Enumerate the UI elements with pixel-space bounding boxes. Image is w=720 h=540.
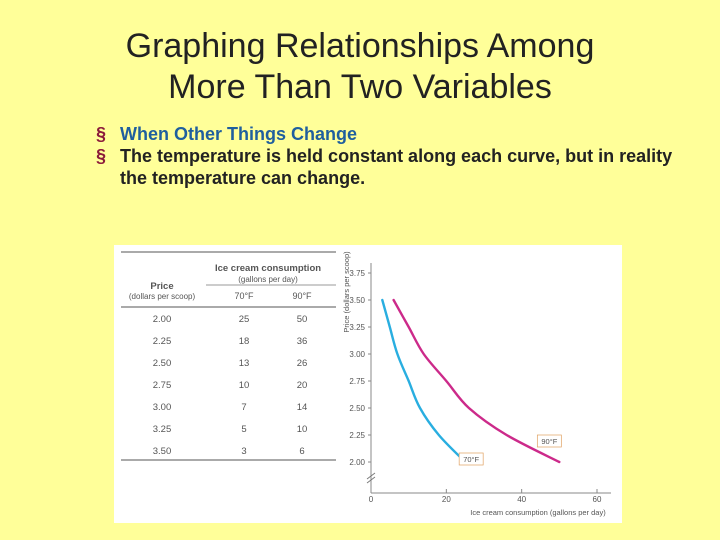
curve-label-box-90f	[536, 434, 562, 448]
table-cell-quantity: 20	[297, 380, 308, 391]
data-table: Ice cream consumption (gallons per day) …	[121, 251, 336, 461]
table-group-header: Ice cream consumption	[215, 263, 321, 274]
table-cell-quantity: 36	[297, 336, 308, 347]
y-tick-label: 3.50	[349, 296, 365, 305]
title-line-1: Graphing Relationships Among	[125, 27, 595, 65]
y-tick-label: 2.50	[349, 404, 365, 413]
table-cell-quantity: 3	[241, 446, 246, 457]
table-cell-quantity: 6	[299, 446, 304, 457]
table-cell-quantity: 14	[297, 402, 308, 413]
x-ticks: 0 20 40 60	[369, 489, 602, 504]
chart-plot: Price (dollars per scoop) Ice cream cons…	[342, 251, 611, 517]
table-price-header: Price	[150, 281, 173, 292]
table-cell-price: 2.25	[153, 336, 172, 347]
axis-break-stroke	[366, 476, 376, 484]
table-cell-price: 2.00	[153, 314, 172, 325]
x-tick-label: 40	[517, 495, 526, 504]
table-col-90: 90°F	[292, 291, 312, 301]
y-tick-label: 3.00	[349, 350, 365, 359]
curve-label-box-70f	[458, 452, 484, 466]
curve-labels: 70°F 90°F	[458, 434, 562, 466]
table-cell-price: 3.00	[153, 402, 172, 413]
table-cell-price: 2.50	[153, 358, 172, 369]
table-rows: 2.00 25 502.25 18 362.50 13 262.75 10 203.00 7 143…	[121, 314, 336, 461]
figure-svg: Ice cream consumption (gallons per day) …	[121, 251, 611, 517]
title-line-2: More Than Two Variables	[168, 68, 552, 106]
table-cell-quantity: 10	[239, 380, 250, 391]
table-cell-quantity: 18	[239, 336, 250, 347]
table-group-subheader: (gallons per day)	[238, 275, 298, 284]
figure-panel: Ice cream consumption (gallons per day) …	[114, 245, 622, 523]
axis-break-stroke	[366, 472, 376, 480]
bullet-text-2: The temperature is held constant along e…	[120, 146, 673, 188]
bullet-marker: §	[96, 124, 107, 144]
curve-label-90f: 90°F	[541, 437, 557, 446]
table-cell-quantity: 50	[297, 314, 308, 325]
curve-label-70f: 70°F	[463, 455, 479, 464]
table-col-70: 70°F	[234, 291, 254, 301]
y-tick-label: 3.25	[349, 323, 365, 332]
y-tick-label: 3.75	[349, 269, 365, 278]
bullet-marker: §	[96, 146, 107, 166]
table-price-subheader: (dollars per scoop)	[129, 292, 196, 301]
table-cell-quantity: 26	[297, 358, 308, 369]
bullet-item-1: § When Other Things Change	[96, 123, 696, 145]
slide-title: Graphing Relationships Among More Than T…	[0, 26, 720, 108]
curves	[381, 298, 561, 464]
table-cell-quantity: 10	[297, 424, 308, 435]
bullet-item-2: § The temperature is held constant along…	[96, 145, 696, 189]
y-ticks: 2.00 2.25 2.50 2.75 3.00 3.25 3.50 3.75	[349, 269, 371, 467]
bullet-text-1: When Other Things Change	[120, 124, 357, 144]
y-tick-label: 2.75	[349, 377, 365, 386]
table-cell-quantity: 13	[239, 358, 250, 369]
y-axis-label: Price (dollars per scoop)	[342, 251, 351, 333]
curve-90f	[392, 298, 561, 464]
y-tick-label: 2.25	[349, 431, 365, 440]
table-cell-price: 3.25	[153, 424, 172, 435]
x-axis-label: Ice cream consumption (gallons per day)	[470, 508, 606, 517]
bullet-list: § When Other Things Change § The tempera…	[96, 123, 696, 189]
axis-break-mark	[366, 472, 376, 484]
table-cell-price: 2.75	[153, 380, 172, 391]
y-tick-label: 2.00	[349, 458, 365, 467]
x-tick-label: 0	[369, 495, 374, 504]
table-cell-quantity: 7	[241, 402, 246, 413]
curve-70f	[381, 298, 467, 464]
x-tick-label: 20	[442, 495, 451, 504]
table-cell-quantity: 5	[241, 424, 246, 435]
x-tick-label: 60	[593, 495, 602, 504]
table-cell-quantity: 25	[239, 314, 250, 325]
table-cell-price: 3.50	[153, 446, 172, 457]
